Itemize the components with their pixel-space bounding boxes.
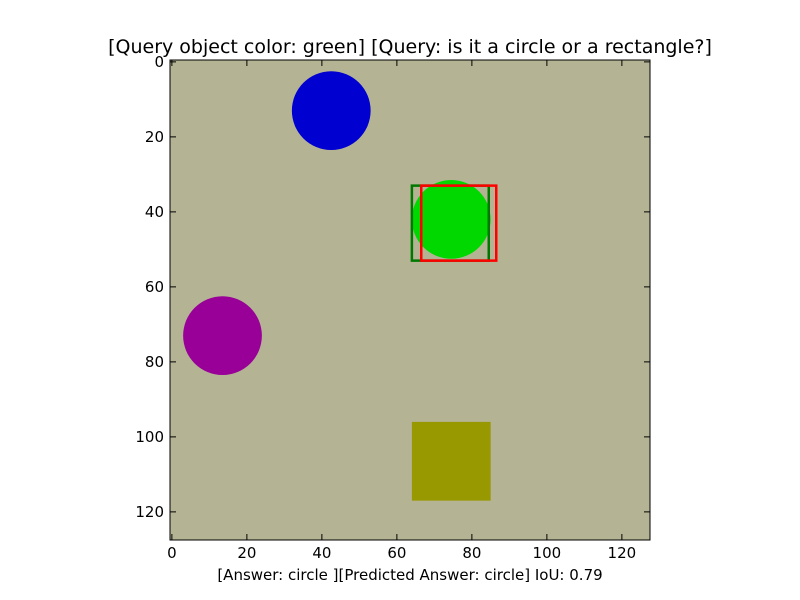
y-tick-label: 120 — [135, 503, 164, 521]
circle-object — [291, 71, 371, 150]
x-tick-label: 100 — [533, 544, 562, 562]
plot-background — [170, 60, 650, 540]
rectangle-object — [411, 421, 491, 501]
y-tick-label: 100 — [135, 428, 164, 446]
circle-object — [411, 180, 491, 259]
x-tick-label: 80 — [462, 544, 481, 562]
x-tick-label: 120 — [608, 544, 637, 562]
plot-frame — [169, 59, 651, 541]
y-tick-label: 80 — [145, 353, 164, 371]
scene-objects — [183, 71, 491, 501]
chart-title: [Query object color: green] [Query: is i… — [108, 36, 712, 58]
x-tick-label: 40 — [312, 544, 331, 562]
chart-caption: [Answer: circle ][Predicted Answer: circ… — [217, 566, 603, 584]
x-tick-label: 20 — [237, 544, 256, 562]
y-axis: 0 20 40 60 80 100 120 — [135, 53, 650, 521]
circle-object — [183, 296, 262, 375]
y-tick-label: 0 — [154, 53, 164, 71]
bounding-boxes — [410, 184, 498, 262]
y-tick-label: 20 — [145, 128, 164, 146]
y-tick-label: 40 — [145, 203, 164, 221]
predicted-box — [420, 184, 498, 262]
y-tick-label: 60 — [145, 278, 164, 296]
x-tick-label: 0 — [167, 544, 177, 562]
x-axis: 0 20 40 60 80 100 120 — [167, 60, 636, 562]
x-tick-label: 60 — [387, 544, 406, 562]
